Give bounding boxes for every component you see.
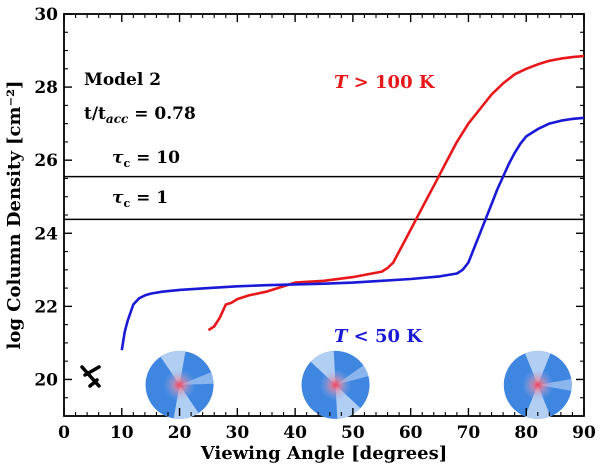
y-tick-label: 30 — [34, 5, 58, 25]
x-tick-label: 90 — [572, 423, 596, 443]
x-tick-label: 50 — [341, 423, 365, 443]
x-tick-label: 30 — [225, 423, 249, 443]
x-tick-label: 70 — [457, 423, 481, 443]
y-tick-label: 20 — [34, 370, 58, 390]
model-label: Model 2 — [84, 70, 161, 90]
series-line-cold — [120, 116, 585, 351]
x-tick-label: 40 — [283, 423, 307, 443]
y-axis-label: log Column Density [cm⁻²] — [4, 81, 25, 350]
disk-view-82deg — [503, 350, 572, 419]
x-tick-label: 0 — [58, 423, 70, 443]
tau-1-label: τc = 1 — [112, 188, 168, 210]
x-tick-label: 10 — [110, 423, 134, 443]
x-axis-label: Viewing Angle [degrees] — [200, 443, 448, 464]
y-tick-label: 24 — [34, 224, 58, 244]
y-tick-label: 26 — [34, 151, 58, 171]
tau-10-label: τc = 10 — [112, 148, 180, 170]
cold-gas-label: T < 50 K — [334, 326, 423, 347]
disk-view-47deg — [301, 350, 370, 419]
telescope-observer-icon — [80, 365, 101, 388]
x-tick-label: 80 — [514, 423, 538, 443]
hot-gas-label: T > 100 K — [334, 72, 436, 93]
x-tick-label: 60 — [399, 423, 423, 443]
disk-view-20deg — [145, 350, 214, 419]
y-tick-label: 28 — [34, 78, 58, 98]
y-tick-label: 22 — [34, 297, 58, 317]
series-line-hot — [207, 54, 585, 332]
time-label: t/tacc = 0.78 — [84, 104, 196, 126]
x-tick-label: 20 — [168, 423, 192, 443]
